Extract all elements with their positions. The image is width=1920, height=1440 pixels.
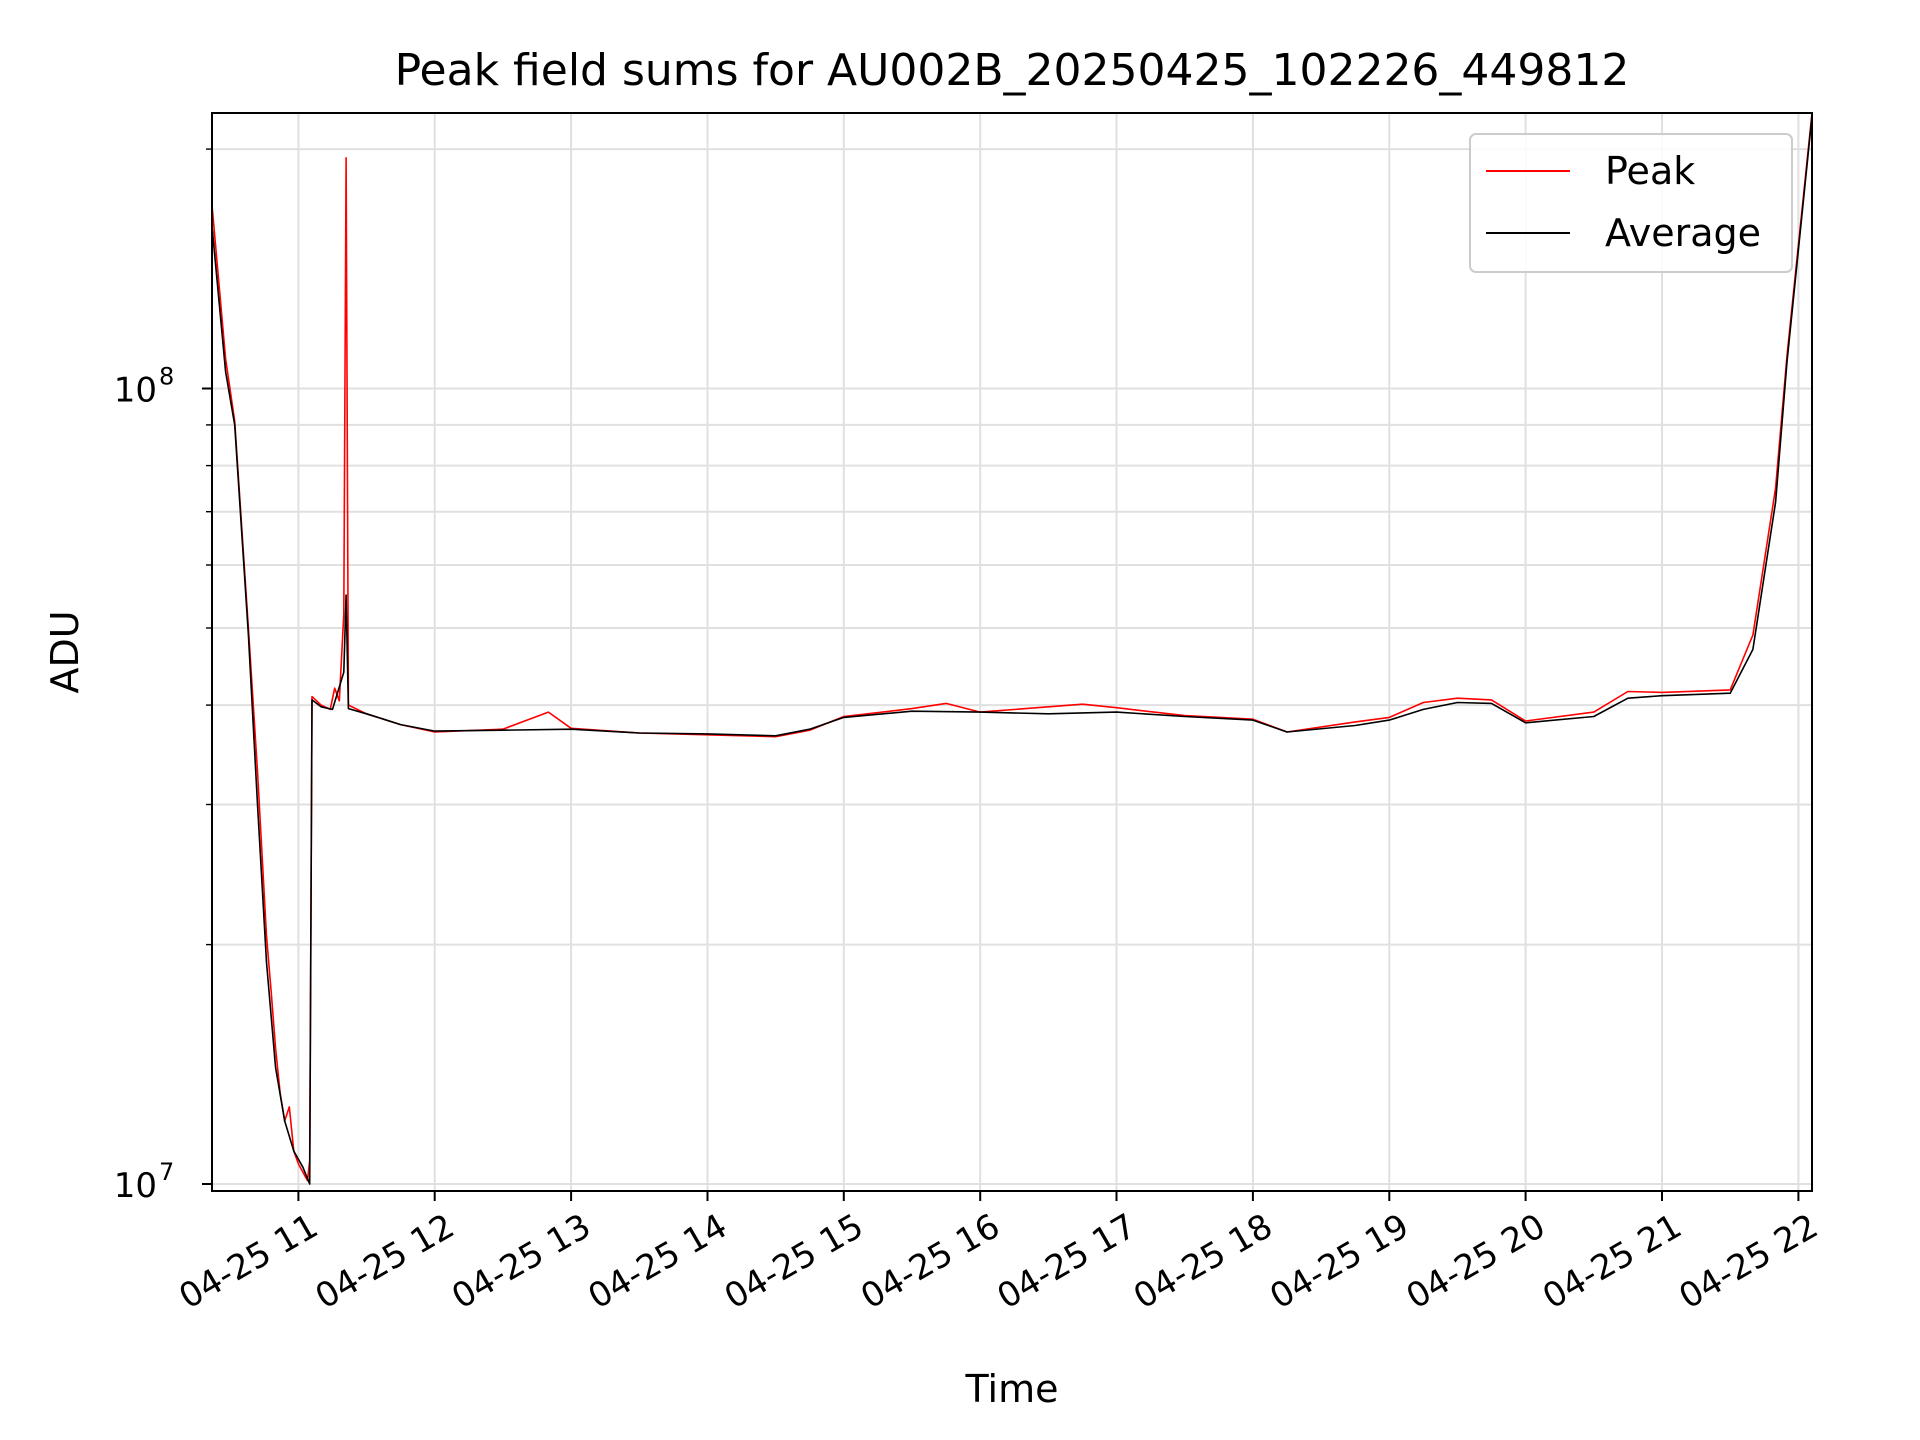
grid [212,113,1812,1191]
x-axis-label: Time [965,1367,1059,1411]
y-tick-label: 10 [114,1166,157,1206]
legend-label-peak: Peak [1605,149,1695,193]
series-line-peak [212,113,1812,1182]
y-tick-label-exponent: 8 [159,363,174,391]
y-tick-label-exponent: 7 [159,1158,174,1186]
series-layer [212,113,1812,1185]
y-axis-label: ADU [43,610,87,693]
series-line-average [212,116,1812,1185]
legend: Peak Average [1469,133,1793,273]
plot-area [212,113,1812,1185]
chart-title: Peak field sums for AU002B_20250425_1022… [395,45,1630,96]
legend-label-average: Average [1605,211,1761,255]
legend-box [1469,133,1793,273]
axes-frame [211,112,1813,1192]
y-tick-label: 10 [114,371,157,411]
